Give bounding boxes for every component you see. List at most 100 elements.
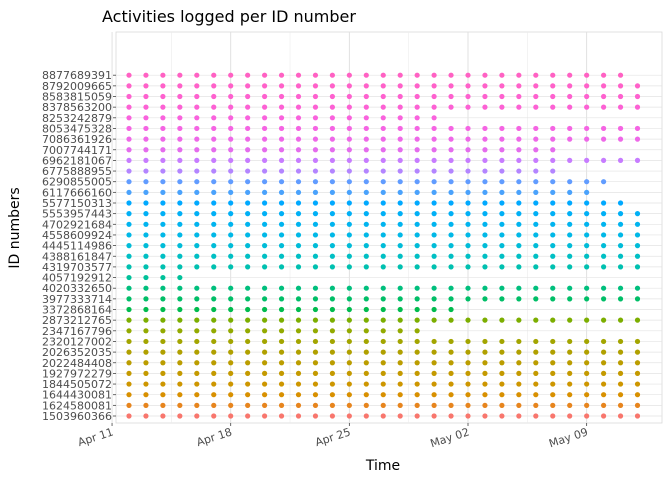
- data-point: [228, 306, 234, 313]
- data-point: [143, 243, 149, 249]
- data-point: [295, 200, 302, 206]
- data-point: [177, 168, 183, 174]
- data-point: [550, 104, 556, 110]
- data-point: [550, 253, 556, 259]
- data-point: [617, 402, 624, 408]
- data-point: [278, 370, 285, 376]
- data-point: [295, 115, 302, 121]
- data-point: [482, 349, 488, 355]
- data-point: [584, 157, 590, 163]
- data-point: [533, 413, 539, 419]
- data-point: [194, 115, 200, 121]
- data-point: [312, 349, 319, 355]
- data-point: [601, 317, 607, 323]
- data-point: [448, 243, 454, 249]
- data-point: [211, 360, 217, 366]
- data-point: [617, 221, 624, 227]
- data-point: [346, 168, 352, 174]
- data-point: [550, 317, 556, 323]
- data-point: [329, 83, 335, 89]
- data-point: [533, 125, 539, 132]
- data-point: [245, 392, 251, 398]
- data-point: [126, 189, 132, 195]
- data-point: [448, 370, 454, 376]
- data-point: [550, 211, 556, 217]
- data-point: [397, 83, 403, 89]
- data-point: [617, 243, 624, 249]
- data-point: [245, 285, 251, 291]
- data-point: [143, 264, 149, 270]
- data-point: [194, 72, 200, 78]
- data-point: [126, 274, 132, 281]
- data-point: [329, 296, 335, 302]
- data-point: [363, 104, 369, 110]
- data-point: [295, 317, 302, 323]
- data-point: [346, 136, 352, 142]
- data-point: [516, 147, 522, 153]
- data-point: [245, 136, 251, 142]
- data-point: [160, 392, 166, 398]
- data-point: [465, 136, 471, 142]
- data-point: [465, 125, 471, 132]
- data-point: [634, 211, 641, 217]
- data-point: [380, 221, 386, 227]
- data-point: [143, 402, 149, 408]
- data-point: [363, 232, 369, 238]
- y-tick-label: 4020332650: [42, 282, 112, 295]
- data-point: [194, 179, 200, 185]
- data-point: [295, 104, 302, 110]
- data-point: [465, 221, 471, 227]
- data-point: [245, 370, 251, 376]
- data-point: [160, 360, 166, 366]
- data-point: [499, 317, 505, 323]
- data-point: [262, 243, 268, 249]
- data-point: [584, 370, 590, 376]
- data-point: [245, 328, 251, 334]
- data-point: [567, 338, 573, 345]
- data-point: [329, 104, 335, 110]
- data-point: [295, 381, 302, 387]
- data-point: [363, 317, 369, 323]
- data-point: [126, 168, 132, 174]
- data-point: [262, 402, 268, 408]
- data-point: [465, 211, 471, 217]
- data-point: [278, 115, 285, 121]
- data-point: [431, 168, 437, 174]
- data-point: [245, 189, 251, 195]
- data-point: [346, 232, 352, 238]
- data-point: [329, 402, 335, 408]
- data-point: [363, 189, 369, 195]
- data-point: [262, 381, 268, 387]
- data-point: [211, 179, 217, 185]
- data-point: [194, 189, 200, 195]
- data-point: [160, 221, 166, 227]
- data-point: [278, 306, 285, 313]
- data-point: [397, 157, 403, 163]
- data-point: [397, 381, 403, 387]
- data-point: [278, 392, 285, 398]
- data-point: [465, 200, 471, 206]
- data-point: [211, 104, 217, 110]
- data-point: [533, 360, 539, 366]
- data-point: [329, 168, 335, 174]
- data-point: [414, 349, 420, 355]
- data-point: [346, 200, 352, 206]
- data-point: [431, 349, 437, 355]
- data-point: [634, 296, 641, 302]
- data-point: [499, 189, 505, 195]
- data-point: [160, 168, 166, 174]
- data-point: [533, 179, 539, 185]
- data-point: [380, 115, 386, 121]
- data-point: [295, 360, 302, 366]
- data-point: [617, 338, 624, 345]
- data-point: [499, 168, 505, 174]
- data-point: [177, 221, 183, 227]
- data-point: [465, 157, 471, 163]
- data-point: [584, 349, 590, 355]
- data-point: [312, 232, 319, 238]
- data-point: [584, 296, 590, 302]
- data-point: [143, 296, 149, 302]
- data-point: [126, 370, 132, 376]
- data-point: [617, 83, 624, 89]
